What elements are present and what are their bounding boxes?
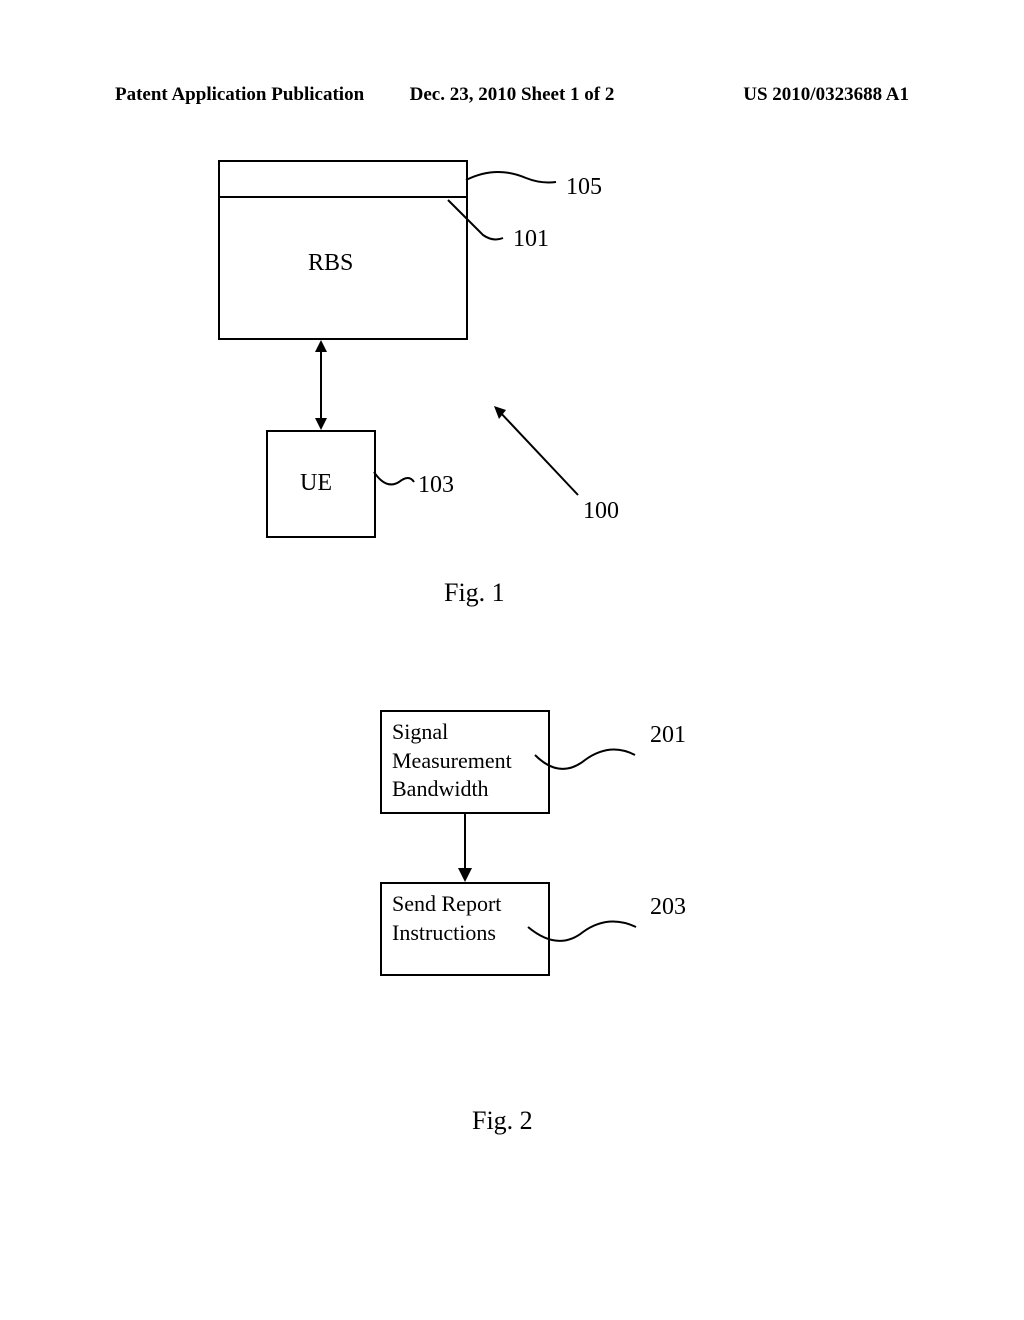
- leader-100-icon: [488, 400, 608, 510]
- ue-label: UE: [300, 470, 332, 497]
- leader-103-icon: [374, 462, 424, 502]
- figure-1-caption: Fig. 1: [444, 578, 505, 608]
- ref-label-105: 105: [566, 174, 602, 201]
- ref-label-100: 100: [583, 498, 619, 525]
- ue-box: UE: [266, 430, 376, 538]
- down-arrow-icon: [450, 814, 480, 884]
- signal-text-line3: Bandwidth: [392, 775, 538, 804]
- figure-1: RBS 105 101 UE 103 100 Fig. 1: [218, 160, 718, 600]
- ref-label-103: 103: [418, 472, 454, 499]
- leader-203-icon: [528, 922, 658, 962]
- ref-label-203: 203: [650, 894, 686, 921]
- rbs-label: RBS: [308, 250, 353, 277]
- header-publication-type: Patent Application Publication: [115, 84, 380, 106]
- signal-measurement-box: Signal Measurement Bandwidth: [380, 710, 550, 814]
- send-report-box: Send Report Instructions: [380, 882, 550, 976]
- ref-label-101: 101: [513, 226, 549, 253]
- rbs-divider-line: [220, 196, 466, 198]
- figure-2-caption: Fig. 2: [472, 1106, 533, 1136]
- header-publication-number: US 2010/0323688 A1: [644, 84, 909, 106]
- figure-2: Signal Measurement Bandwidth 201 Send Re…: [380, 710, 780, 1060]
- ref-label-201: 201: [650, 722, 686, 749]
- send-text-line1: Send Report: [392, 890, 538, 919]
- page-header: Patent Application Publication Dec. 23, …: [0, 84, 1024, 106]
- send-text-line2: Instructions: [392, 919, 538, 948]
- leader-201-icon: [535, 750, 655, 790]
- rbs-box: RBS: [218, 160, 468, 340]
- signal-text-line1: Signal: [392, 718, 538, 747]
- header-date-sheet: Dec. 23, 2010 Sheet 1 of 2: [380, 84, 645, 106]
- signal-text-line2: Measurement: [392, 747, 538, 776]
- bidirectional-arrow-icon: [306, 340, 336, 432]
